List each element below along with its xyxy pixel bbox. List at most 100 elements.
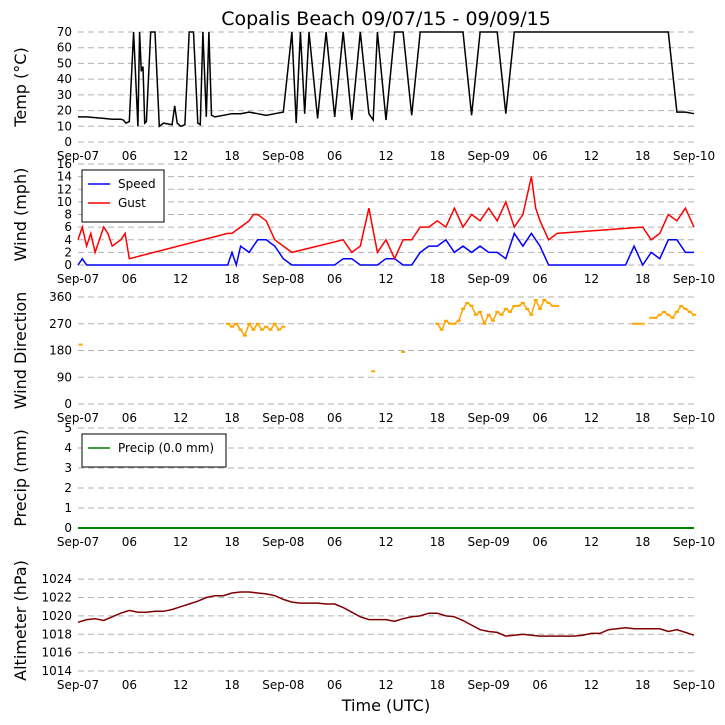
direction-segment (227, 323, 233, 328)
altimeter-panel: 1014 1016 1018 1020 1022 1024 Altimeter (hPa) S… (11, 560, 715, 692)
direction-y-axis-label: Wind Direction (11, 292, 30, 410)
temp-y-tick-label: 50 (57, 56, 72, 70)
direction-segment (518, 302, 524, 307)
direction-segment (244, 323, 250, 336)
direction-y-tick-label: 180 (49, 344, 72, 358)
temp-x-tick-label: 18 (635, 149, 650, 163)
wind-legend-label: Gust (118, 196, 146, 210)
wind-x-tick-label: 12 (173, 272, 188, 286)
direction-segment (274, 323, 280, 331)
direction-segment (235, 323, 242, 331)
temp-x-tick-label: Sep-10 (673, 149, 715, 163)
direction-segment (530, 299, 537, 316)
direction-segment (522, 302, 528, 310)
precip-y-tick-label: 3 (64, 461, 72, 475)
wind-x-tick-label: 12 (378, 272, 393, 286)
x-axis-label: Time (UTC) (341, 696, 430, 715)
temp-x-tick-label: Sep-07 (57, 149, 99, 163)
direction-point (78, 343, 83, 346)
direction-segment (685, 308, 691, 313)
altimeter-y-axis-label: Altimeter (hPa) (11, 560, 30, 681)
altimeter-y-tick-label: 1020 (41, 609, 72, 623)
wind-x-tick-label: 18 (224, 272, 239, 286)
direction-segment (672, 311, 678, 319)
direction-x-tick-label: 18 (224, 411, 239, 425)
altimeter-x-tick-label: Sep-09 (468, 678, 510, 692)
direction-segment (462, 302, 468, 310)
wind-y-tick-label: 12 (57, 182, 72, 196)
wind-y-tick-label: 2 (64, 245, 72, 259)
direction-segment (470, 305, 477, 316)
wind-x-tick-label: 12 (584, 272, 599, 286)
chart-title: Copalis Beach 09/07/15 - 09/09/15 (221, 8, 551, 30)
altimeter-y-tick-label: 1014 (41, 664, 72, 678)
direction-segment (500, 308, 507, 316)
temp-x-tick-label: 18 (430, 149, 445, 163)
direction-x-tick-label: Sep-09 (468, 411, 510, 425)
direction-segment (436, 323, 443, 331)
precip-x-tick-label: 18 (224, 535, 239, 549)
temp-x-tick-label: 06 (532, 149, 547, 163)
precip-x-tick-label: 06 (122, 535, 137, 549)
direction-point (371, 370, 376, 373)
temp-y-tick-label: 60 (57, 41, 72, 55)
wind-x-tick-label: 18 (635, 272, 650, 286)
altimeter-x-tick-label: 18 (635, 678, 650, 692)
altimeter-x-tick-label: 12 (378, 678, 393, 692)
direction-segment (548, 302, 554, 307)
direction-segment (543, 299, 549, 304)
wind-x-tick-label: 18 (430, 272, 445, 286)
wind-legend-label: Speed (118, 177, 156, 191)
direction-x-tick-label: Sep-10 (673, 411, 715, 425)
direction-segment (488, 314, 494, 322)
direction-segment (278, 326, 284, 331)
altimeter-x-tick-label: 06 (122, 678, 137, 692)
direction-y-tick-label: 360 (49, 290, 72, 304)
direction-segment (445, 320, 451, 325)
precip-y-tick-label: 2 (64, 481, 72, 495)
direction-segment (526, 308, 533, 316)
precip-x-tick-label: Sep-10 (673, 535, 715, 549)
direction-segment (655, 314, 661, 319)
temp-series-temperature (78, 31, 695, 128)
wind-x-tick-label: Sep-08 (262, 272, 304, 286)
direction-segment (535, 299, 541, 310)
temp-y-tick-label: 20 (57, 104, 72, 118)
temp-x-tick-label: Sep-08 (262, 149, 304, 163)
direction-segment (663, 311, 669, 316)
direction-segment (509, 305, 515, 313)
wind-y-tick-label: 10 (57, 195, 72, 209)
direction-segment (667, 314, 674, 319)
precip-x-tick-label: 18 (430, 535, 445, 549)
precip-x-tick-label: 06 (532, 535, 547, 549)
wind-y-tick-label: 8 (64, 208, 72, 222)
direction-point (401, 350, 406, 353)
precip-legend-label: Precip (0.0 mm) (118, 441, 214, 455)
altimeter-y-tick-label: 1016 (41, 646, 72, 660)
direction-x-tick-label: 06 (122, 411, 137, 425)
wind-x-tick-label: 06 (532, 272, 547, 286)
direction-y-tick-label: 0 (64, 397, 72, 411)
direction-x-tick-label: 06 (327, 411, 342, 425)
altimeter-y-tick-label: 1024 (41, 572, 72, 586)
direction-segment (479, 311, 486, 325)
direction-segment (239, 329, 246, 337)
direction-segment (252, 323, 259, 331)
temp-y-tick-label: 70 (57, 25, 72, 39)
precip-x-tick-label: 06 (327, 535, 342, 549)
direction-segment (483, 314, 490, 325)
wind-x-tick-label: 06 (327, 272, 342, 286)
precip-legend-box (81, 433, 227, 468)
direction-segment (496, 311, 502, 316)
precip-y-tick-label: 5 (64, 421, 72, 435)
temp-y-tick-label: 0 (64, 135, 72, 149)
direction-segment (539, 299, 545, 310)
direction-segment (248, 323, 254, 331)
direction-x-tick-label: Sep-07 (57, 411, 99, 425)
direction-x-tick-label: 12 (173, 411, 188, 425)
altimeter-x-tick-label: Sep-08 (262, 678, 304, 692)
